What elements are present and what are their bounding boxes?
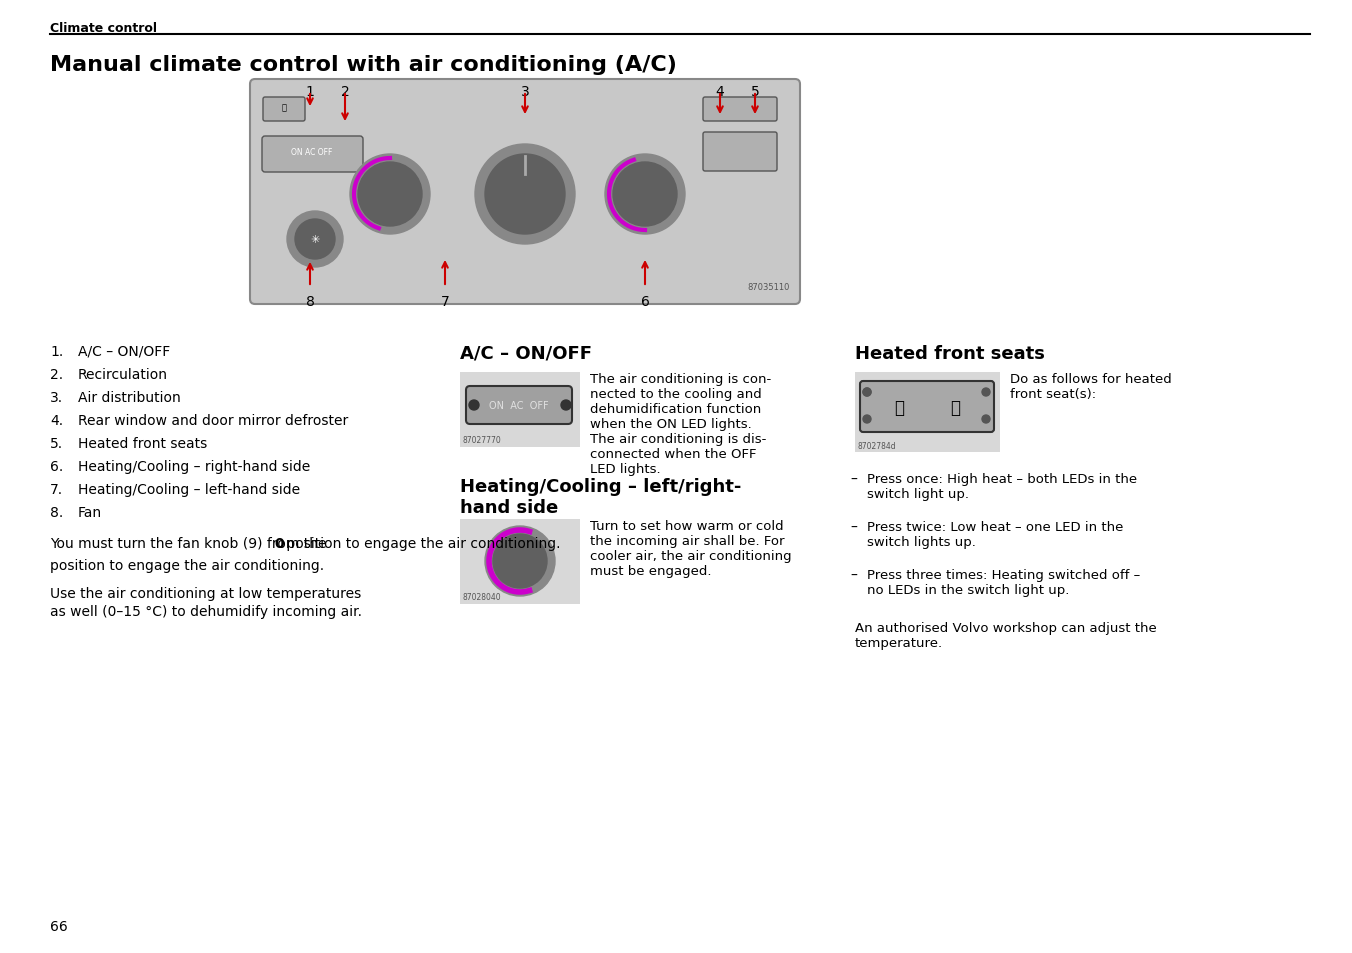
Text: Air distribution: Air distribution xyxy=(78,391,181,405)
Circle shape xyxy=(863,389,871,396)
Circle shape xyxy=(604,154,685,234)
Text: 66: 66 xyxy=(50,919,68,933)
Text: position to engage the air conditioning.: position to engage the air conditioning. xyxy=(283,537,561,551)
Text: 🪑: 🪑 xyxy=(950,398,960,416)
Text: ON  AC  OFF: ON AC OFF xyxy=(489,400,549,411)
FancyBboxPatch shape xyxy=(466,387,572,424)
Text: –: – xyxy=(850,568,857,582)
Text: A/C – ON/OFF: A/C – ON/OFF xyxy=(460,345,592,363)
Circle shape xyxy=(485,526,556,597)
Text: ✳: ✳ xyxy=(311,234,319,245)
Circle shape xyxy=(485,154,565,234)
FancyBboxPatch shape xyxy=(262,137,362,172)
FancyBboxPatch shape xyxy=(860,381,994,433)
Circle shape xyxy=(350,154,430,234)
Text: 5.: 5. xyxy=(50,436,64,451)
Text: 1.: 1. xyxy=(50,345,64,358)
Text: 2.: 2. xyxy=(50,368,64,381)
Text: Recirculation: Recirculation xyxy=(78,368,168,381)
Text: A/C – ON/OFF: A/C – ON/OFF xyxy=(78,345,170,358)
Text: You must turn the fan knob (9) from the: You must turn the fan knob (9) from the xyxy=(50,537,331,551)
Text: –: – xyxy=(850,520,857,535)
Text: 4.: 4. xyxy=(50,414,64,428)
Circle shape xyxy=(358,163,422,227)
Text: Manual climate control with air conditioning (A/C): Manual climate control with air conditio… xyxy=(50,55,677,75)
Text: Heating/Cooling – left/right-
hand side: Heating/Cooling – left/right- hand side xyxy=(460,477,741,517)
Text: 0: 0 xyxy=(274,537,284,551)
Circle shape xyxy=(469,400,479,411)
Text: as well (0–15 °C) to dehumidify incoming air.: as well (0–15 °C) to dehumidify incoming… xyxy=(50,604,362,618)
FancyBboxPatch shape xyxy=(264,98,306,122)
Text: 6.: 6. xyxy=(50,459,64,474)
Circle shape xyxy=(493,535,548,588)
Text: 🪑: 🪑 xyxy=(894,398,904,416)
Text: 1: 1 xyxy=(306,85,315,99)
Text: Rear window and door mirror defroster: Rear window and door mirror defroster xyxy=(78,414,349,428)
FancyBboxPatch shape xyxy=(703,98,777,122)
Text: Heated front seats: Heated front seats xyxy=(78,436,207,451)
Text: ON AC OFF: ON AC OFF xyxy=(291,148,333,157)
Text: Press twice: Low heat – one LED in the
switch lights up.: Press twice: Low heat – one LED in the s… xyxy=(867,520,1124,548)
Circle shape xyxy=(475,145,575,245)
Text: Heated front seats: Heated front seats xyxy=(854,345,1045,363)
Circle shape xyxy=(982,389,990,396)
Text: Heating/Cooling – left-hand side: Heating/Cooling – left-hand side xyxy=(78,482,300,497)
Text: 4: 4 xyxy=(715,85,725,99)
Bar xyxy=(460,373,580,448)
Text: The air conditioning is con-
nected to the cooling and
dehumidification function: The air conditioning is con- nected to t… xyxy=(589,373,771,476)
Circle shape xyxy=(982,416,990,423)
Text: 8702784d: 8702784d xyxy=(857,441,895,451)
Text: –: – xyxy=(850,473,857,486)
Text: 87028040: 87028040 xyxy=(462,593,500,601)
Text: 2: 2 xyxy=(341,85,349,99)
Text: Turn to set how warm or cold
the incoming air shall be. For
cooler air, the air : Turn to set how warm or cold the incomin… xyxy=(589,519,792,578)
Text: Fan: Fan xyxy=(78,505,103,519)
Bar xyxy=(460,519,580,604)
Text: 7.: 7. xyxy=(50,482,64,497)
Text: 8: 8 xyxy=(306,294,315,309)
Text: Press once: High heat – both LEDs in the
switch light up.: Press once: High heat – both LEDs in the… xyxy=(867,473,1137,500)
Bar xyxy=(854,373,1000,453)
Circle shape xyxy=(612,163,677,227)
Circle shape xyxy=(287,212,343,268)
FancyBboxPatch shape xyxy=(703,132,777,172)
Text: 🚗: 🚗 xyxy=(281,103,287,112)
Text: Do as follows for heated
front seat(s):: Do as follows for heated front seat(s): xyxy=(1010,373,1172,400)
Circle shape xyxy=(863,389,871,396)
Text: 3.: 3. xyxy=(50,391,64,405)
Text: 5: 5 xyxy=(750,85,760,99)
Text: 7: 7 xyxy=(441,294,449,309)
Text: 6: 6 xyxy=(641,294,649,309)
Text: Climate control: Climate control xyxy=(50,22,157,35)
FancyBboxPatch shape xyxy=(250,80,800,305)
Text: 87027770: 87027770 xyxy=(462,436,500,444)
Circle shape xyxy=(295,220,335,260)
Circle shape xyxy=(561,400,571,411)
Text: 8.: 8. xyxy=(50,505,64,519)
Text: Press three times: Heating switched off –
no LEDs in the switch light up.: Press three times: Heating switched off … xyxy=(867,568,1140,597)
Text: 87035110: 87035110 xyxy=(748,283,790,292)
Text: Use the air conditioning at low temperatures: Use the air conditioning at low temperat… xyxy=(50,586,361,600)
Circle shape xyxy=(863,416,871,423)
Text: position to engage the air conditioning.: position to engage the air conditioning. xyxy=(50,558,324,573)
Text: 3: 3 xyxy=(521,85,530,99)
Text: Heating/Cooling – right-hand side: Heating/Cooling – right-hand side xyxy=(78,459,310,474)
Text: An authorised Volvo workshop can adjust the
temperature.: An authorised Volvo workshop can adjust … xyxy=(854,621,1157,649)
